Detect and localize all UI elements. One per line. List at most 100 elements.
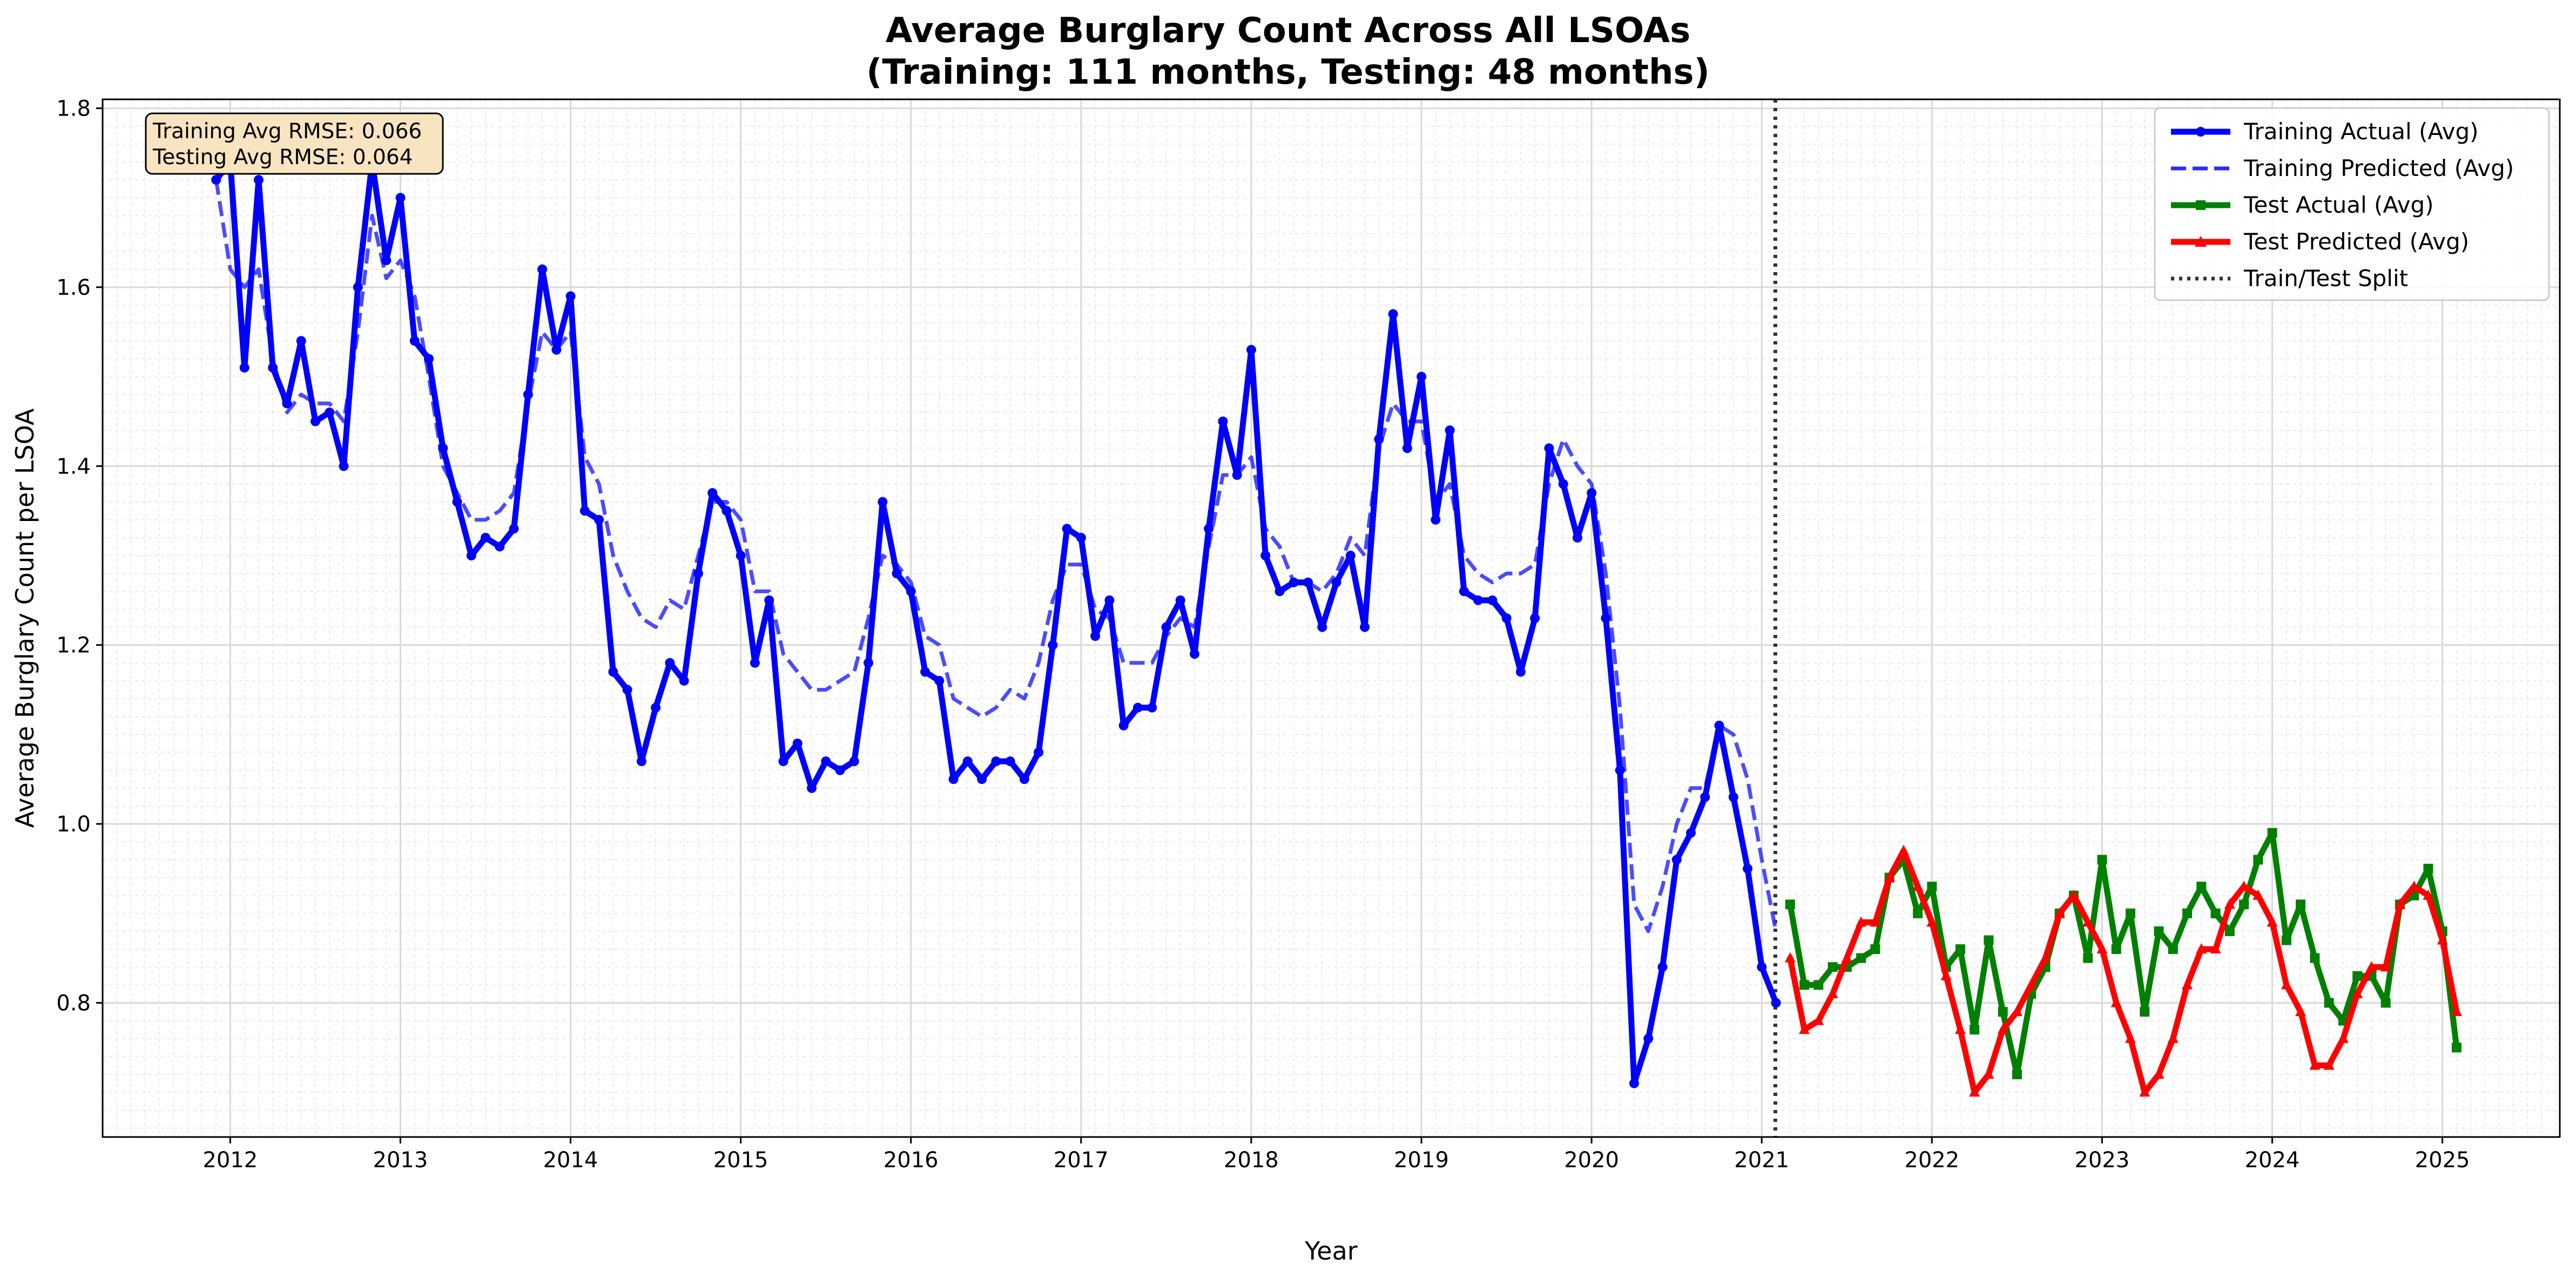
point-training-actual — [1771, 998, 1781, 1008]
point-test-predicted — [2451, 1006, 2462, 1017]
x-tick-label: 2012 — [203, 1148, 258, 1173]
point-test-actual — [2168, 944, 2178, 955]
point-training-actual — [1289, 577, 1299, 587]
point-test-actual — [1927, 882, 1937, 892]
point-test-predicted — [2082, 916, 2094, 927]
legend-entry-test-actual: Test Actual (Avg) — [2171, 192, 2434, 218]
point-test-actual — [2239, 899, 2249, 910]
point-test-predicted — [2281, 979, 2292, 990]
point-training-actual — [523, 389, 533, 400]
rmse-annotation-box — [145, 112, 444, 175]
point-training-actual — [509, 524, 519, 534]
point-test-actual — [1970, 1025, 1980, 1035]
point-test-predicted — [1856, 916, 1867, 927]
y-tick-label: 1.0 — [56, 812, 91, 837]
legend-label-test-actual: Test Actual (Avg) — [2243, 192, 2434, 218]
point-test-predicted — [2267, 916, 2278, 927]
point-test-actual — [1856, 953, 1866, 963]
y-tick-label: 1.4 — [56, 454, 91, 479]
point-test-actual — [1913, 908, 1923, 918]
point-test-predicted — [2153, 1068, 2164, 1079]
point-test-predicted — [1799, 1024, 1810, 1034]
point-training-actual — [736, 551, 746, 561]
point-training-actual — [1572, 532, 1582, 543]
point-training-actual — [1388, 309, 1398, 319]
point-test-predicted — [1841, 952, 1852, 963]
point-test-predicted — [2238, 881, 2250, 891]
point-training-actual — [1473, 595, 1483, 605]
point-training-actual — [693, 569, 703, 579]
point-test-predicted — [2409, 881, 2420, 891]
legend-entry-training-actual: Training Actual (Avg) — [2171, 118, 2479, 145]
point-test-predicted — [1813, 1014, 1824, 1025]
point-training-actual — [452, 497, 462, 507]
point-training-actual — [1246, 344, 1257, 355]
point-test-predicted — [1912, 881, 1924, 891]
point-test-predicted — [2380, 961, 2391, 972]
point-test-actual — [2140, 1007, 2150, 1017]
point-training-actual — [1360, 622, 1370, 632]
point-training-actual — [1459, 586, 1469, 597]
legend-entry-test-predicted: Test Predicted (Avg) — [2171, 228, 2469, 255]
point-training-actual — [1048, 640, 1058, 650]
point-test-actual — [2083, 953, 2093, 963]
point-training-actual — [395, 193, 406, 203]
point-test-predicted — [2125, 1032, 2136, 1043]
point-training-actual — [1218, 416, 1228, 427]
point-test-predicted — [2352, 987, 2363, 998]
point-training-actual — [481, 532, 491, 543]
x-tick-label: 2021 — [1734, 1148, 1789, 1173]
point-training-actual — [1303, 577, 1313, 587]
point-test-predicted — [2253, 889, 2264, 900]
y-tick-label: 0.8 — [56, 991, 91, 1016]
point-test-predicted — [1983, 1068, 1994, 1079]
line-test-predicted — [1787, 848, 2460, 1095]
point-test-actual — [2451, 1043, 2462, 1053]
point-training-actual — [934, 675, 945, 686]
point-training-actual — [1260, 551, 1271, 561]
point-test-actual — [2196, 882, 2207, 892]
point-training-actual — [835, 765, 845, 775]
point-training-actual — [977, 774, 987, 784]
point-training-actual — [495, 542, 505, 552]
y-tick-label: 1.6 — [56, 275, 91, 300]
x-tick-label: 2020 — [1564, 1148, 1619, 1173]
y-axis-label: Average Burglary Count per LSOA — [10, 408, 39, 828]
point-training-actual — [849, 756, 859, 767]
point-test-predicted — [2096, 943, 2108, 954]
point-test-predicted — [1884, 871, 1895, 882]
point-test-predicted — [2110, 997, 2122, 1007]
point-test-actual — [2111, 944, 2121, 955]
point-test-actual — [1828, 962, 1838, 972]
point-training-actual — [821, 756, 831, 767]
point-test-actual — [2097, 855, 2107, 865]
point-training-actual — [579, 506, 590, 516]
point-training-actual — [1643, 1033, 1654, 1044]
point-test-predicted — [1997, 1024, 2008, 1034]
point-test-actual — [1785, 899, 1795, 910]
point-training-actual — [920, 667, 930, 677]
point-training-actual — [310, 416, 320, 427]
point-training-actual — [1104, 595, 1115, 605]
point-test-predicted — [1954, 1024, 1966, 1034]
point-training-actual — [651, 702, 661, 713]
point-test-actual — [1955, 944, 1965, 955]
point-test-predicted — [2309, 1059, 2321, 1070]
point-test-predicted — [1827, 987, 1838, 998]
point-test-actual — [2210, 908, 2221, 918]
point-training-actual — [1431, 515, 1441, 525]
x-tick-label: 2019 — [1394, 1148, 1449, 1173]
point-training-actual — [1757, 962, 1767, 972]
point-test-actual — [2352, 971, 2363, 981]
x-tick-label: 2015 — [713, 1148, 768, 1173]
point-training-actual — [1161, 622, 1171, 632]
point-training-actual — [537, 264, 548, 274]
point-test-actual — [1813, 980, 1824, 990]
point-training-actual — [1615, 765, 1625, 775]
point-training-actual — [1118, 720, 1129, 730]
series-training-actual — [211, 157, 1781, 1088]
point-training-actual — [1345, 551, 1356, 561]
legend-frame — [2154, 107, 2550, 301]
x-tick-label: 2025 — [2415, 1148, 2470, 1173]
